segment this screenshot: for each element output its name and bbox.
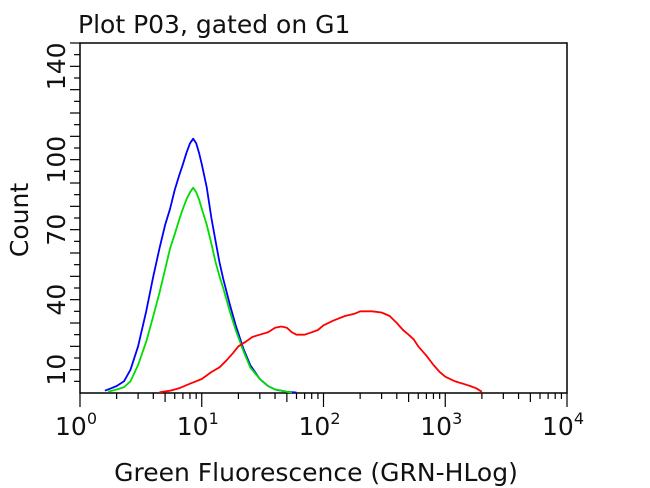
x-tick-label: 103 [420, 409, 462, 441]
y-tick-label: 100 [42, 136, 71, 184]
x-tick-label: 100 [55, 409, 97, 441]
x-tick-label: 104 [542, 409, 584, 441]
series-line-1 [104, 137, 297, 394]
series-lines [104, 137, 483, 394]
series-line-3 [159, 310, 483, 394]
series-line-2 [107, 186, 293, 394]
y-axis-ticks: 10 40 70 100 140 [42, 42, 80, 386]
y-tick-label: 70 [42, 214, 71, 246]
chart-title: Plot P03, gated on G1 [78, 10, 350, 39]
y-tick-label: 10 [42, 354, 71, 386]
x-axis-label: Green Fluorescence (GRN-HLog) [114, 458, 518, 487]
plot-frame [79, 42, 568, 394]
x-tick-label: 101 [177, 409, 219, 441]
y-tick-label: 140 [42, 42, 71, 90]
x-tick-label: 102 [299, 409, 341, 441]
x-axis-ticks: 100 101 102 103 104 [55, 393, 584, 441]
y-tick-label: 40 [42, 284, 71, 316]
y-axis-label: Count [5, 183, 34, 257]
